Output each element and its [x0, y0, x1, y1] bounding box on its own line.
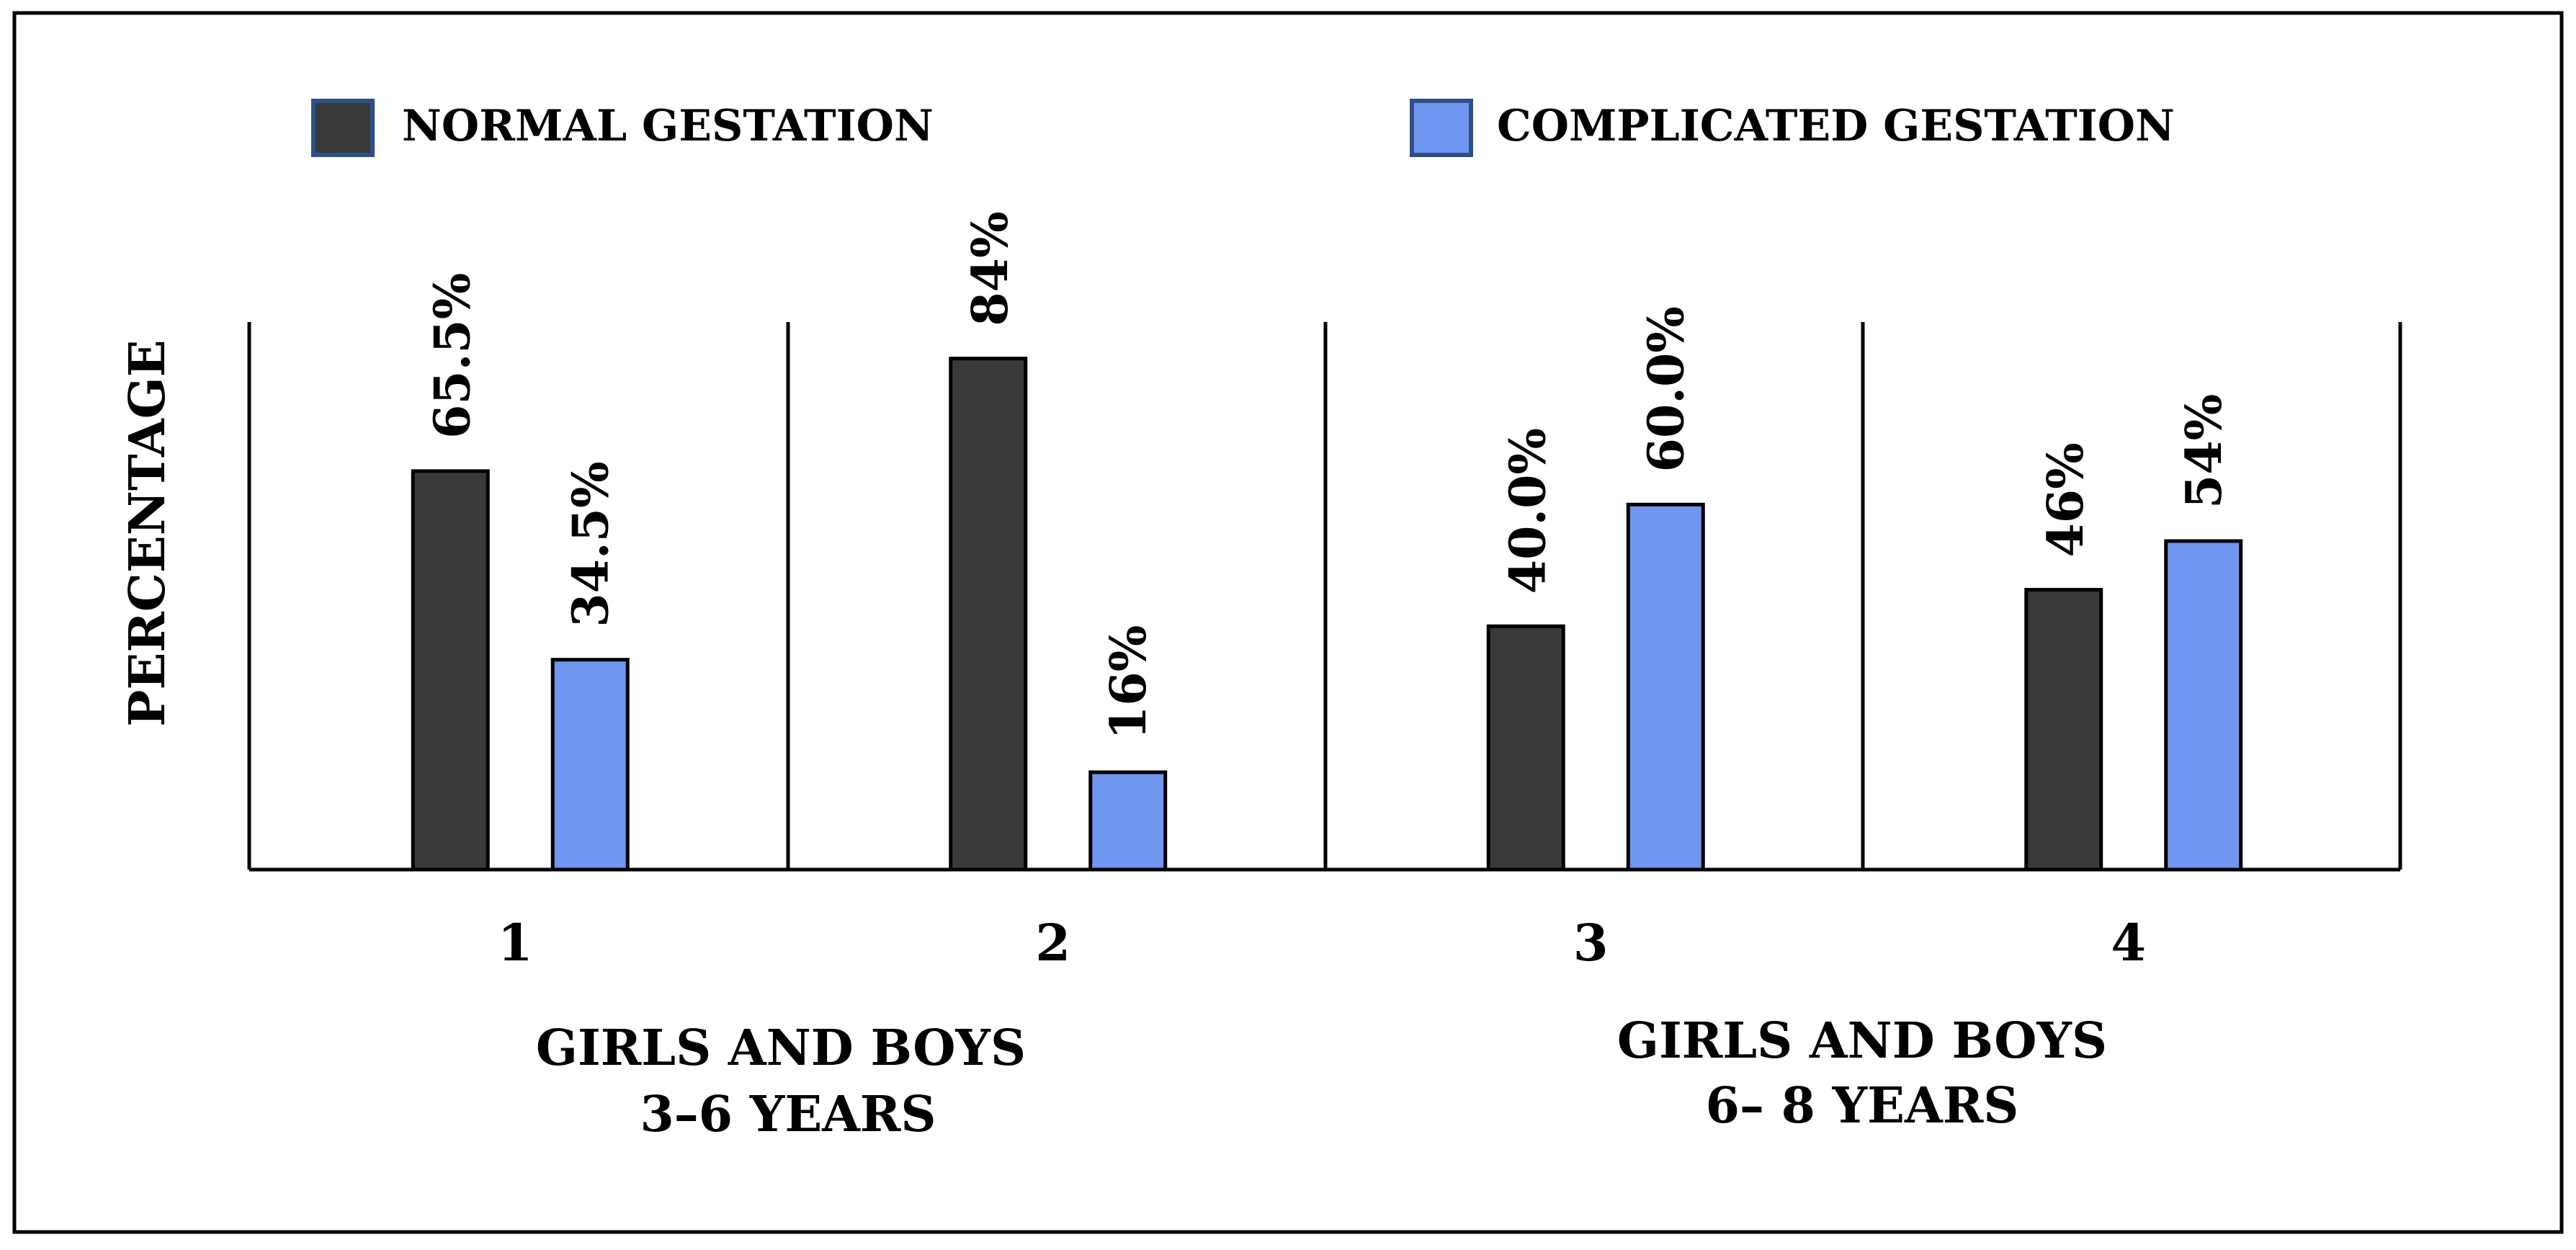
legend-label-complicated: COMPLICATED GESTATION	[1497, 101, 2175, 151]
bar-normal-1	[411, 469, 490, 872]
value-label-complicated-2: 16%	[1100, 625, 1158, 740]
bar-complicated-1	[550, 658, 630, 872]
value-labels: 65.5% 34.5% 84% 16% 40.0% 60.0% 46% 54%	[424, 211, 2233, 739]
legend-swatch-complicated	[1410, 99, 1473, 157]
value-label-normal-1: 65.5%	[424, 273, 481, 439]
value-label-complicated-3: 60.0%	[1637, 306, 1695, 472]
bar-normal-3	[1486, 624, 1565, 872]
value-label-normal-2: 84%	[962, 211, 1019, 326]
group-label-2-line2: 6– 8 YEARS	[1706, 1077, 2019, 1135]
bar-complicated-2	[1088, 770, 1168, 872]
group-labels: GIRLS AND BOYS 3–6 YEARS GIRLS AND BOYS …	[536, 1012, 2107, 1143]
x-tick-label-4: 4	[2111, 913, 2146, 973]
x-tick-labels: 1 2 3 4	[498, 913, 2146, 973]
value-label-normal-4: 46%	[2037, 442, 2095, 557]
value-label-complicated-1: 34.5%	[562, 461, 620, 627]
x-tick-label-1: 1	[498, 913, 533, 973]
bar-normal-2	[949, 357, 1028, 872]
bar-complicated-3	[1626, 502, 1705, 872]
legend-swatch-normal	[311, 99, 375, 157]
bar-complicated-4	[2164, 539, 2243, 872]
value-label-normal-3: 40.0%	[1499, 428, 1557, 594]
x-tick-label-2: 2	[1035, 913, 1070, 973]
group-label-2-line1: GIRLS AND BOYS	[1617, 1012, 2107, 1070]
legend: NORMAL GESTATION COMPLICATED GESTATION	[311, 99, 2175, 157]
bar-normal-4	[2024, 588, 2103, 872]
bars	[411, 357, 2243, 872]
value-label-complicated-4: 54%	[2175, 394, 2233, 509]
legend-label-normal: NORMAL GESTATION	[402, 101, 934, 151]
axes	[247, 322, 2402, 872]
y-axis-title: PERCENTAGE	[119, 339, 176, 726]
x-tick-label-3: 3	[1573, 913, 1609, 973]
group-label-1-line1: GIRLS AND BOYS	[536, 1019, 1026, 1077]
group-label-1-line2: 3–6 YEARS	[640, 1086, 936, 1143]
